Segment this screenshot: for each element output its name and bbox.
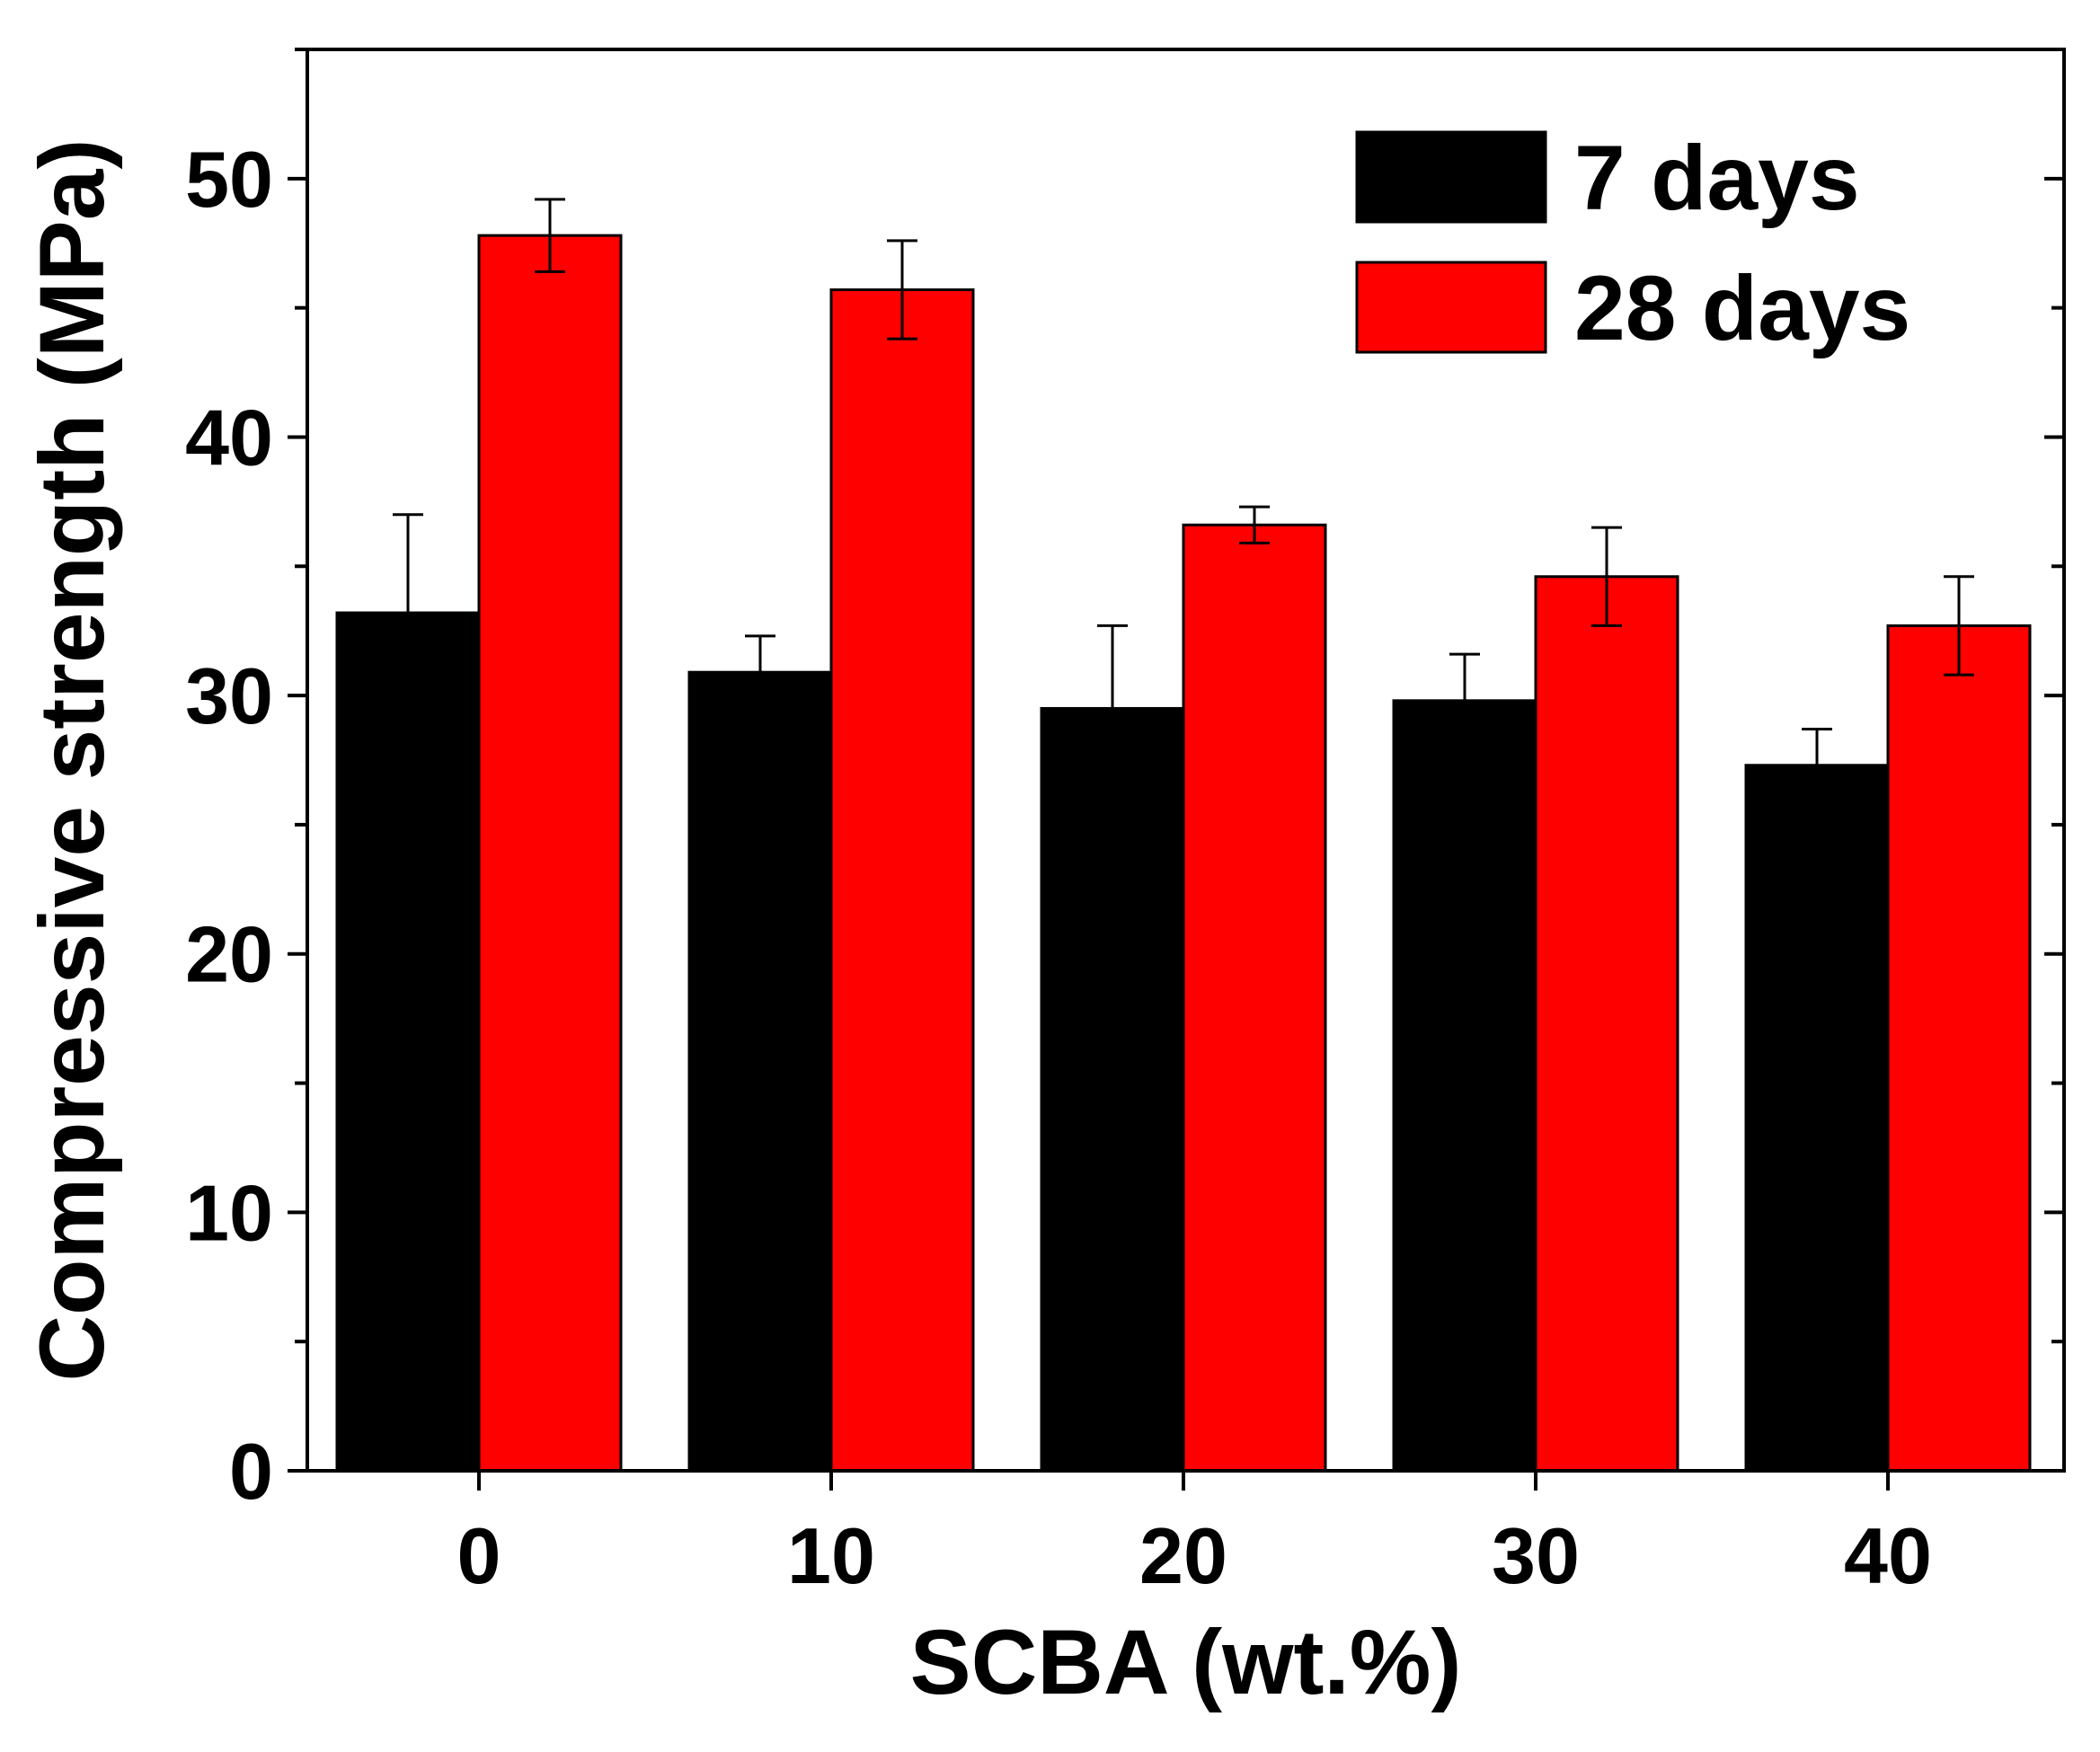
legend-label: 28 days [1574, 257, 1910, 359]
error-bar-7-days-0 [393, 513, 423, 712]
legend-label: 7 days [1574, 127, 1860, 229]
error-bar-28-days-40 [1944, 575, 1974, 677]
y-tick-label-40: 40 [185, 393, 273, 482]
y-tick-label-10: 10 [185, 1168, 273, 1257]
error-bar-28-days-20 [1239, 505, 1270, 544]
bar-7-days-30 [1392, 699, 1537, 1473]
bar-28-days-20 [1182, 523, 1327, 1473]
legend-swatch [1355, 261, 1547, 354]
error-bar-7-days-40 [1802, 727, 1832, 803]
y-tick-label-50: 50 [185, 135, 273, 224]
ticks-layer [288, 48, 2064, 1491]
bar-7-days-40 [1744, 764, 1890, 1473]
y-tick-label-0: 0 [229, 1427, 273, 1516]
error-bar-7-days-20 [1097, 624, 1128, 793]
legend-item-7-days: 7 days [1355, 127, 1860, 229]
bar-28-days-0 [477, 234, 623, 1473]
bar-28-days-40 [1886, 624, 2032, 1473]
x-tick-label-40: 40 [1844, 1511, 1932, 1600]
bar-28-days-10 [829, 288, 975, 1473]
bars-layer [335, 234, 2032, 1473]
x-tick-label-20: 20 [1139, 1511, 1227, 1600]
error-bar-28-days-10 [887, 239, 917, 341]
legend: 7 days 28 days [1355, 127, 1910, 359]
y-axis-title: Compressive strength (MPa) [21, 139, 123, 1382]
tick-labels-layer: 0 10 20 30 40 0 10 20 30 40 50 [185, 135, 1932, 1600]
error-bar-7-days-10 [745, 634, 775, 710]
x-tick-label-10: 10 [787, 1511, 875, 1600]
bar-7-days-20 [1040, 706, 1185, 1473]
error-bar-28-days-0 [535, 198, 565, 273]
y-tick-label-20: 20 [185, 910, 273, 999]
error-bar-28-days-30 [1591, 526, 1622, 627]
x-tick-label-0: 0 [457, 1511, 501, 1600]
legend-swatch [1355, 130, 1547, 224]
legend-item-28-days: 28 days [1355, 257, 1910, 359]
bar-7-days-0 [335, 611, 481, 1473]
bar-28-days-30 [1534, 575, 1679, 1473]
plot-frame [306, 48, 2066, 1473]
y-tick-label-30: 30 [185, 651, 273, 740]
x-axis-title: SCBA (wt.%) [910, 1611, 1462, 1713]
x-tick-label-30: 30 [1492, 1511, 1580, 1600]
error-bars-layer [393, 198, 1974, 803]
error-bar-7-days-30 [1449, 652, 1480, 749]
bar-7-days-10 [687, 670, 833, 1473]
